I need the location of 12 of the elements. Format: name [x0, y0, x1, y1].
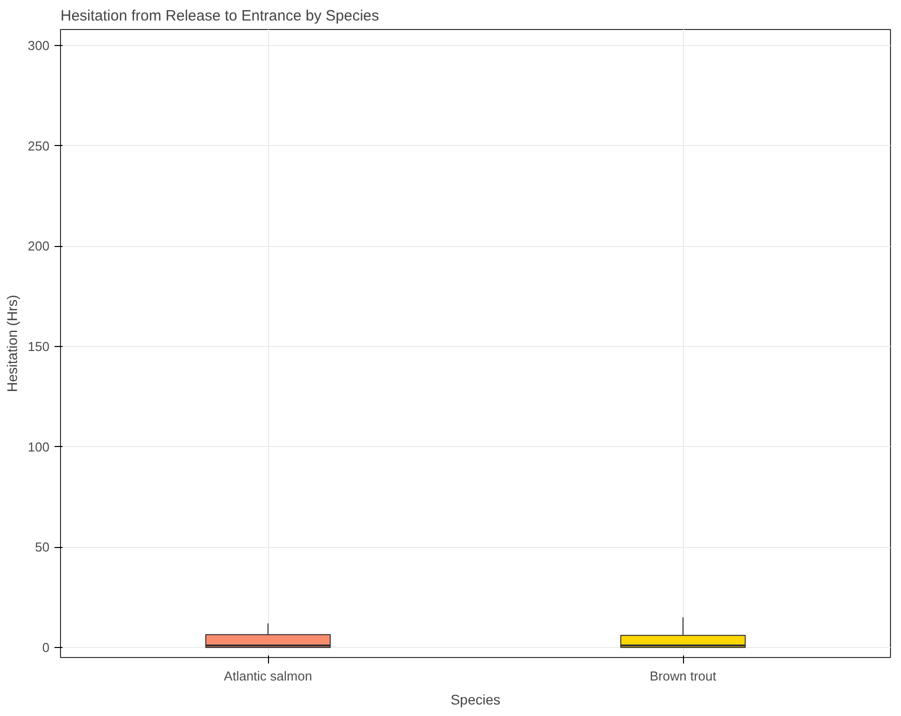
- y-tick-label: 200: [28, 238, 50, 254]
- y-tick-label: 0: [42, 640, 50, 655]
- y-tick-label: 300: [28, 38, 50, 54]
- x-tick-label: Brown trout: [650, 668, 717, 684]
- y-tick-label: 50: [35, 540, 50, 555]
- chart-title: Hesitation from Release to Entrance by Species: [60, 8, 379, 24]
- y-tick-label: 250: [28, 138, 50, 154]
- x-tick-label: Atlantic salmon: [224, 668, 312, 684]
- y-tick-label: 150: [28, 339, 50, 354]
- x-axis-title: Species: [450, 692, 500, 708]
- y-axis-title: Hesitation (Hrs): [4, 294, 20, 392]
- y-tick-label: 100: [28, 439, 50, 454]
